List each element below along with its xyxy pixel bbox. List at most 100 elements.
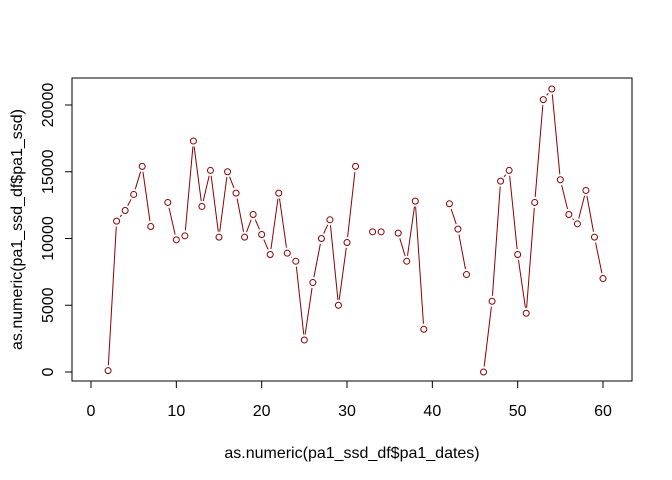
data-point [172,236,180,244]
data-point [258,230,266,238]
series-line-segment [254,219,260,230]
x-tick-label: 30 [338,403,356,420]
data-point [573,220,581,228]
x-tick-label: 50 [509,403,527,420]
y-tick-label: 10000 [40,216,57,261]
y-axis: 0 5000 10000 15000 20000 [40,83,73,376]
series-line-segment [270,198,279,250]
data-point [548,85,556,93]
series-line-segment [127,199,132,206]
data-point [565,210,573,218]
y-tick-label: 20000 [40,83,57,128]
data-point [164,198,172,206]
series-line-segment [338,247,347,300]
data-point [556,176,564,184]
plot-frame [71,77,633,382]
plot-area [104,85,607,376]
data-point [121,206,129,214]
x-tick-label: 20 [253,403,271,420]
series-line-segment [399,238,406,257]
series-line-segment [526,207,535,308]
series-line-segment [546,92,549,96]
data-point [480,368,488,376]
data-point [198,202,206,210]
data-point [147,222,155,230]
data-point [104,367,112,375]
series-line-segment [219,177,228,232]
y-tick-label: 5000 [40,287,57,323]
series-line-segment [517,259,526,308]
y-tick-label: 15000 [40,149,57,194]
data-point [232,189,240,197]
series-line-segment [483,306,492,367]
data-point [130,190,138,198]
data-point [113,217,121,225]
series-line-segment [304,287,313,335]
series-line-segment [295,266,305,335]
x-tick-label: 40 [423,403,441,420]
series-line-segment [415,206,424,324]
series-line-segment [503,174,507,178]
series-line-segment [210,175,219,232]
series-line-segment [193,146,202,202]
series-line-segment [450,208,457,225]
series-line-segment [578,195,586,219]
data-point [138,162,146,170]
series-line-segment [168,207,176,235]
data-point [599,275,607,283]
data-point [488,297,496,305]
series-line-segment [572,218,575,221]
series-line-segment [229,176,235,189]
data-point [590,233,598,241]
y-axis-label: as.numeric(pa1_ssd_df$pa1_ssd) [9,109,26,350]
data-point [445,200,453,208]
data-point [454,225,462,233]
x-tick-label: 60 [594,403,612,420]
series-line-segment [491,186,501,296]
data-point [582,186,590,194]
data-point [309,279,317,287]
series-line-segment [184,146,194,231]
data-point [300,336,308,344]
data-point [420,325,428,333]
series-line-segment [561,184,569,210]
data-point [189,137,197,145]
data-point [394,229,402,237]
series-line-segment [119,214,123,218]
x-axis-label: as.numeric(pa1_ssd_df$pa1_dates) [224,445,479,462]
series-line-segment [551,94,561,175]
data-point [275,189,283,197]
x-tick-label: 0 [87,403,96,420]
series-line-segment [236,198,245,232]
series-line-segment [142,171,151,222]
series-line-segment [313,243,321,278]
data-point [462,271,470,279]
data-point [266,251,274,259]
series-line-segment [202,175,210,202]
series-line-segment [134,171,142,190]
series-line-segment [509,175,518,250]
data-point [403,257,411,265]
series-line-segment [323,224,329,234]
series-line-segment [458,234,466,270]
data-point [505,166,513,174]
series-line-segment [246,219,252,233]
data-point [539,96,547,104]
data-point [241,233,249,241]
data-point [334,301,342,309]
data-point [531,198,539,206]
data-point [224,168,232,176]
data-point [352,162,360,170]
series-line-segment [263,239,269,250]
data-point [497,177,505,185]
data-point [411,197,419,205]
data-point [369,228,377,236]
data-point [206,166,214,174]
data-point [343,239,351,247]
data-point [283,249,291,257]
series-line-segment [347,171,356,238]
data-point [326,216,334,224]
series-line-segment [595,242,603,274]
series-line-segment [586,195,594,232]
